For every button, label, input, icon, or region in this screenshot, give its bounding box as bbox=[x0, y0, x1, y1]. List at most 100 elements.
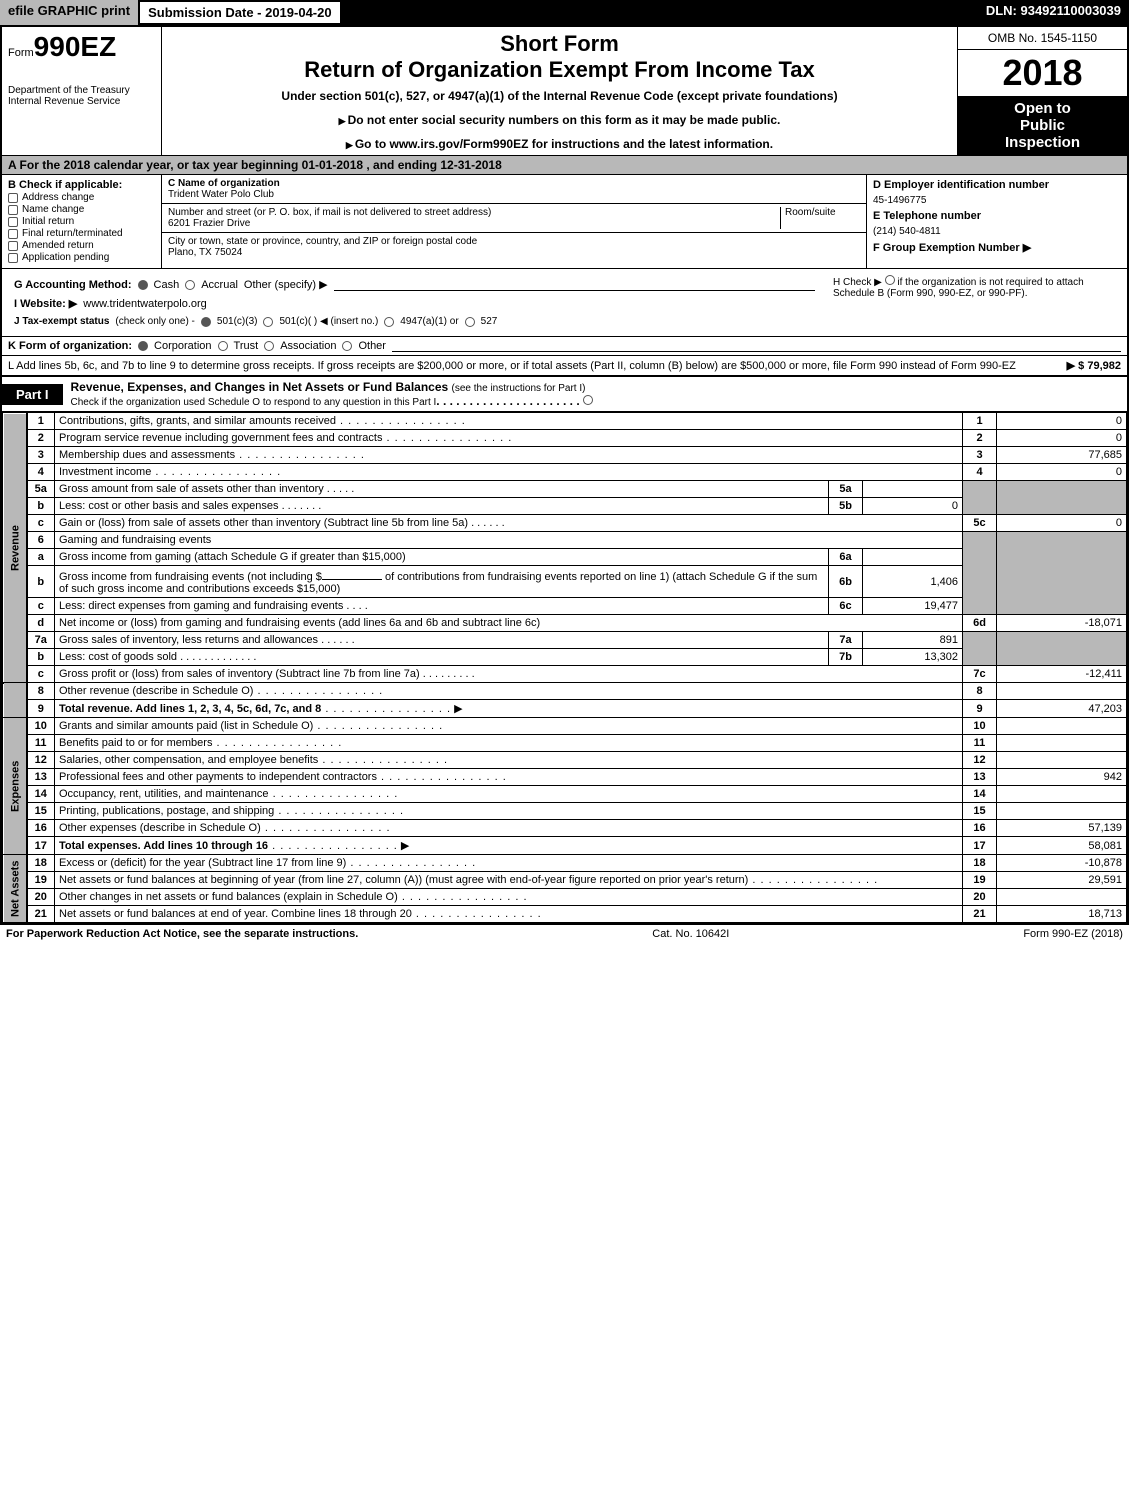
website-value[interactable]: www.tridentwaterpolo.org bbox=[83, 298, 207, 310]
radio-cash[interactable] bbox=[138, 280, 148, 290]
radio-4947[interactable] bbox=[384, 317, 394, 327]
l7c-val: -12,411 bbox=[997, 666, 1127, 683]
l17-val: 58,081 bbox=[997, 837, 1127, 855]
side-revenue2 bbox=[3, 683, 27, 718]
l21-val: 18,713 bbox=[997, 906, 1127, 923]
header-right: OMB No. 1545-1150 2018 Open to Public In… bbox=[957, 27, 1127, 155]
l15-desc: Printing, publications, postage, and shi… bbox=[59, 805, 274, 817]
opt-501c: 501(c)( ) ◀ (insert no.) bbox=[279, 316, 378, 327]
l6-desc: Gaming and fundraising events bbox=[55, 532, 963, 549]
l21-num: 21 bbox=[27, 906, 55, 923]
col-d-ein-tel: D Employer identification number 45-1496… bbox=[867, 175, 1127, 268]
short-form-title: Short Form bbox=[170, 31, 949, 57]
l7a-sv: 891 bbox=[863, 632, 963, 649]
l7a-sn: 7a bbox=[829, 632, 863, 649]
form-number: 990EZ bbox=[34, 31, 117, 62]
l6b-input[interactable] bbox=[322, 568, 382, 580]
ein-value: 45-1496775 bbox=[873, 195, 1121, 206]
l5c-val: 0 bbox=[997, 515, 1127, 532]
j-note: (check only one) - bbox=[115, 316, 194, 327]
l1-ln: 1 bbox=[963, 413, 997, 430]
chk-final-return[interactable] bbox=[8, 229, 18, 239]
open-line2: Public bbox=[962, 117, 1123, 134]
l10-num: 10 bbox=[27, 718, 55, 735]
chk-amended-return[interactable] bbox=[8, 241, 18, 251]
chk-name-change[interactable] bbox=[8, 205, 18, 215]
col-b-header: B Check if applicable: bbox=[8, 179, 155, 191]
l14-ln: 14 bbox=[963, 786, 997, 803]
lbl-name-change: Name change bbox=[22, 204, 84, 215]
radio-other-org[interactable] bbox=[342, 341, 352, 351]
l4-val: 0 bbox=[997, 464, 1127, 481]
l19-ln: 19 bbox=[963, 872, 997, 889]
l5a-desc: Gross amount from sale of assets other t… bbox=[59, 483, 324, 495]
l3-num: 3 bbox=[27, 447, 55, 464]
org-name-label: C Name of organization bbox=[168, 178, 280, 189]
l11-num: 11 bbox=[27, 735, 55, 752]
radio-501c3[interactable] bbox=[201, 317, 211, 327]
l5a-sn: 5a bbox=[829, 481, 863, 498]
open-to-public: Open to Public Inspection bbox=[958, 96, 1127, 155]
l14-desc: Occupancy, rent, utilities, and maintena… bbox=[59, 788, 269, 800]
l4-ln: 4 bbox=[963, 464, 997, 481]
tel-label: E Telephone number bbox=[873, 210, 1121, 222]
l16-val: 57,139 bbox=[997, 820, 1127, 837]
goto-link[interactable]: Go to www.irs.gov/Form990EZ for instruct… bbox=[170, 137, 949, 151]
opt-501c3: 501(c)(3) bbox=[217, 316, 258, 327]
open-line1: Open to bbox=[962, 100, 1123, 117]
side-netassets: Net Assets bbox=[3, 855, 27, 923]
g-accounting: G Accounting Method: Cash Accrual Other … bbox=[2, 269, 827, 336]
dept-treasury: Department of the Treasury bbox=[8, 85, 155, 96]
l6a-num: a bbox=[27, 549, 55, 566]
radio-501c[interactable] bbox=[263, 317, 273, 327]
chk-address-change[interactable] bbox=[8, 193, 18, 203]
form-title-block: Short Form Return of Organization Exempt… bbox=[162, 27, 957, 155]
radio-trust[interactable] bbox=[218, 341, 228, 351]
topbar: efile GRAPHIC print Submission Date - 20… bbox=[0, 0, 1129, 25]
tel-value: (214) 540-4811 bbox=[873, 226, 1121, 237]
l17-ln: 17 bbox=[963, 837, 997, 855]
l6b-num: b bbox=[27, 566, 55, 598]
opt-cash: Cash bbox=[154, 279, 180, 291]
l3-desc: Membership dues and assessments bbox=[59, 449, 235, 461]
l7b-sv: 13,302 bbox=[863, 649, 963, 666]
chk-schedule-o[interactable] bbox=[583, 395, 593, 405]
l6abc-shade bbox=[963, 532, 997, 615]
l16-num: 16 bbox=[27, 820, 55, 837]
l2-desc: Program service revenue including govern… bbox=[59, 432, 382, 444]
l6d-val: -18,071 bbox=[997, 615, 1127, 632]
l6a-sn: 6a bbox=[829, 549, 863, 566]
l12-ln: 12 bbox=[963, 752, 997, 769]
topbar-spacer bbox=[342, 0, 978, 25]
chk-application-pending[interactable] bbox=[8, 253, 18, 263]
radio-corporation[interactable] bbox=[138, 341, 148, 351]
l5b-sv: 0 bbox=[863, 498, 963, 515]
part1-sub: (see the instructions for Part I) bbox=[452, 383, 586, 394]
l14-val bbox=[997, 786, 1127, 803]
opt-other: Other (specify) ▶ bbox=[244, 278, 328, 291]
l5c-desc: Gain or (loss) from sale of assets other… bbox=[59, 517, 468, 529]
l19-num: 19 bbox=[27, 872, 55, 889]
l8-num: 8 bbox=[27, 683, 55, 700]
l21-ln: 21 bbox=[963, 906, 997, 923]
opt-association: Association bbox=[280, 340, 336, 352]
l-text: L Add lines 5b, 6c, and 7b to line 9 to … bbox=[8, 360, 1016, 372]
other-org-input[interactable] bbox=[392, 340, 1121, 352]
lbl-application-pending: Application pending bbox=[22, 252, 109, 263]
addr-label: Number and street (or P. O. box, if mail… bbox=[168, 207, 491, 218]
l19-val: 29,591 bbox=[997, 872, 1127, 889]
chk-initial-return[interactable] bbox=[8, 217, 18, 227]
l5b-num: b bbox=[27, 498, 55, 515]
dept-irs: Internal Revenue Service bbox=[8, 96, 155, 107]
form-frame: Form990EZ Department of the Treasury Int… bbox=[0, 25, 1129, 925]
radio-association[interactable] bbox=[264, 341, 274, 351]
gh-row: G Accounting Method: Cash Accrual Other … bbox=[2, 269, 1127, 337]
radio-h-check[interactable] bbox=[885, 275, 895, 285]
l5b-desc: Less: cost or other basis and sales expe… bbox=[59, 500, 279, 512]
radio-accrual[interactable] bbox=[185, 280, 195, 290]
l6c-desc: Less: direct expenses from gaming and fu… bbox=[59, 600, 343, 612]
radio-527[interactable] bbox=[465, 317, 475, 327]
footer-mid: Cat. No. 10642I bbox=[652, 928, 729, 940]
other-specify-input[interactable] bbox=[334, 279, 815, 291]
submission-date: Submission Date - 2019-04-20 bbox=[138, 0, 342, 25]
